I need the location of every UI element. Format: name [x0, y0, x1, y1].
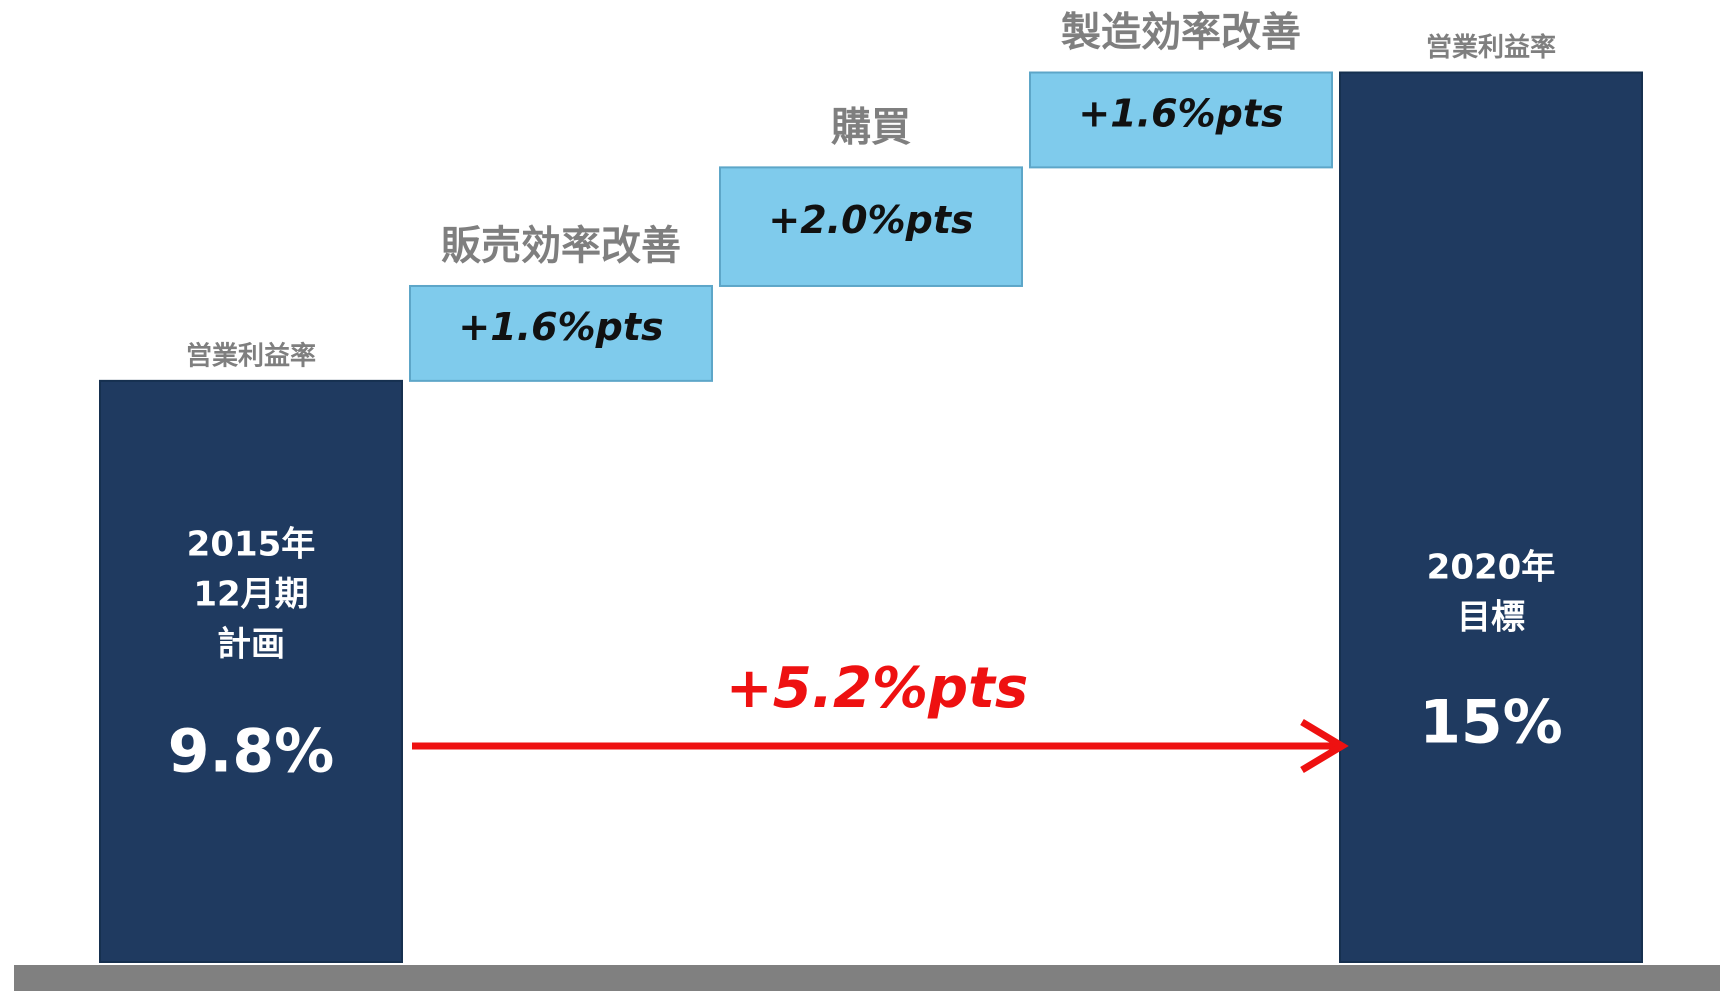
step-bar [719, 166, 1023, 287]
value-label: 9.8% [168, 717, 334, 787]
bar-text: 目標 [1457, 598, 1525, 638]
step-bar [1029, 71, 1333, 169]
category-label: 営業利益率 [186, 340, 316, 371]
bar-text: 2020年 [1427, 548, 1556, 588]
bar-text: 2015年 [187, 525, 316, 565]
category-label: 販売効率改善 [441, 223, 681, 269]
arrow-head [1300, 718, 1349, 774]
category-label: 購買 [831, 104, 911, 150]
bar-text: 計画 [217, 625, 285, 665]
value-label: +1.6%pts [458, 305, 663, 349]
step-bar [409, 284, 713, 382]
floor [14, 965, 1720, 991]
value-label: +2.0%pts [768, 198, 973, 242]
total-bar [1339, 71, 1643, 963]
bar-text: 12月期 [193, 575, 308, 615]
value-label: 15% [1419, 688, 1563, 758]
category-label: 製造効率改善 [1061, 10, 1301, 56]
total-bar [99, 379, 403, 963]
value-label: +1.6%pts [1078, 91, 1283, 135]
change-label: +5.2%pts [726, 656, 1028, 721]
category-label: 営業利益率 [1426, 32, 1556, 63]
